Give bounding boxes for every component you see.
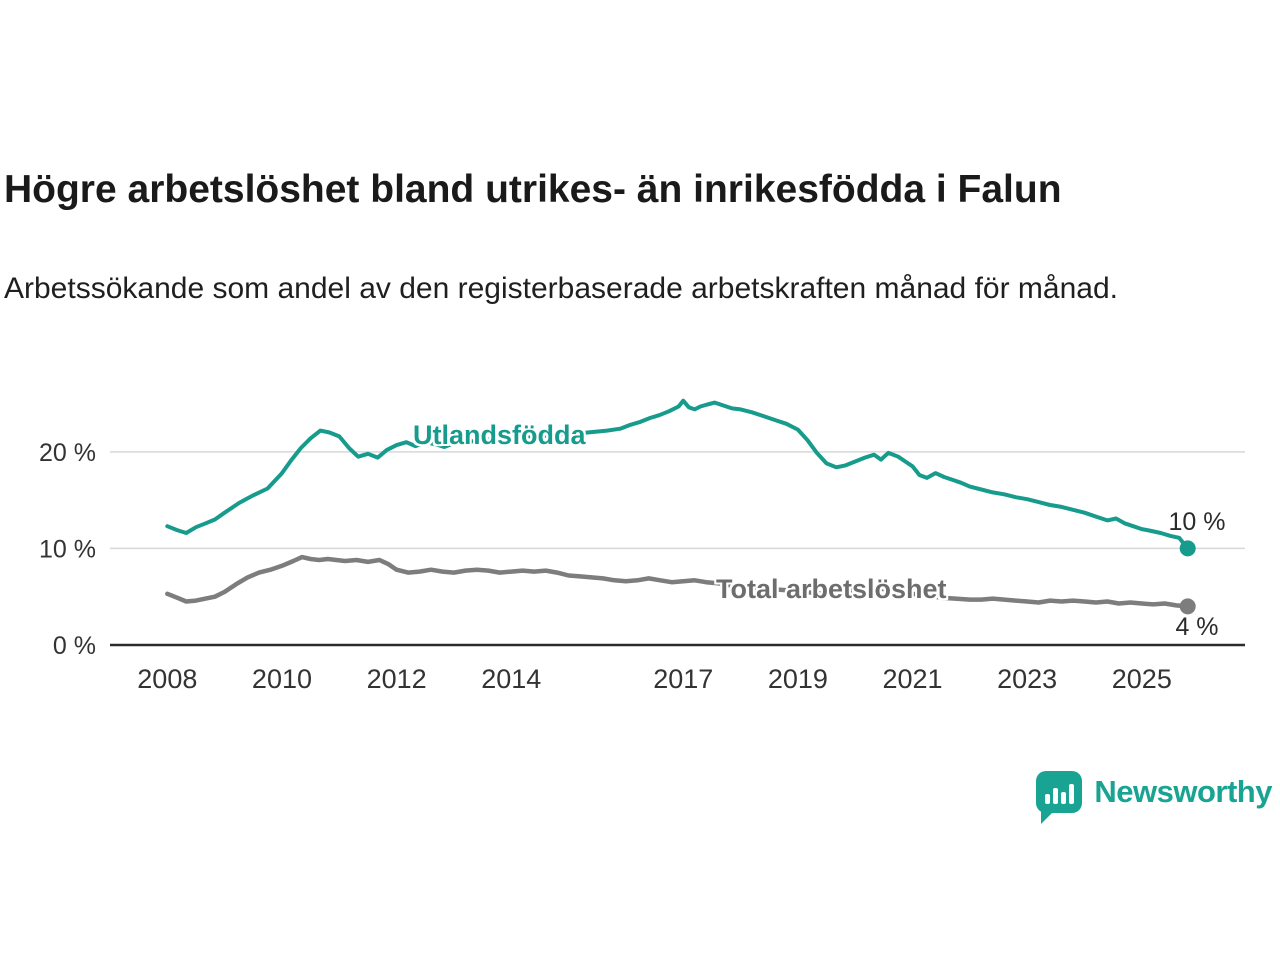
utlandsfodda-end-dot (1179, 540, 1196, 557)
series-label-utlandsfodda: Utlandsfödda (413, 420, 586, 450)
x-axis-tick-label: 2010 (252, 664, 312, 694)
total-end-dot (1179, 598, 1196, 615)
newsworthy-wordmark: Newsworthy (1094, 774, 1272, 809)
page-title: Högre arbetslöshet bland utrikes- än inr… (4, 168, 1062, 212)
x-axis-tick-label: 2025 (1112, 664, 1172, 694)
x-axis-tick-label: 2021 (882, 664, 942, 694)
end-value-label-total: 4 % (1175, 613, 1219, 641)
newsworthy-logo: Newsworthy (1036, 771, 1272, 824)
x-axis-tick-label: 2023 (997, 664, 1057, 694)
x-axis-tick-label: 2012 (367, 664, 427, 694)
x-axis-tick-label: 2014 (481, 664, 541, 694)
utlandsfodda-line (165, 398, 1190, 551)
x-axis-tick-label: 2017 (653, 664, 713, 694)
x-axis-tick-label: 2008 (137, 664, 197, 694)
page-subtitle: Arbetssökande som andel av den registerb… (4, 272, 1118, 305)
y-axis-tick-label: 20 % (39, 439, 96, 467)
series-label-total-arbetsloshet: Total arbetslöshet (716, 574, 947, 604)
total-line (165, 554, 1190, 609)
marker-tail (1041, 811, 1055, 824)
newsworthy-marker-icon (1036, 771, 1083, 824)
y-axis-tick-label: 10 % (39, 535, 96, 563)
y-axis-tick-label: 0 % (53, 632, 96, 660)
x-axis-tick-label: 2019 (768, 664, 828, 694)
end-value-label-utlandsfodda: 10 % (1168, 508, 1226, 536)
